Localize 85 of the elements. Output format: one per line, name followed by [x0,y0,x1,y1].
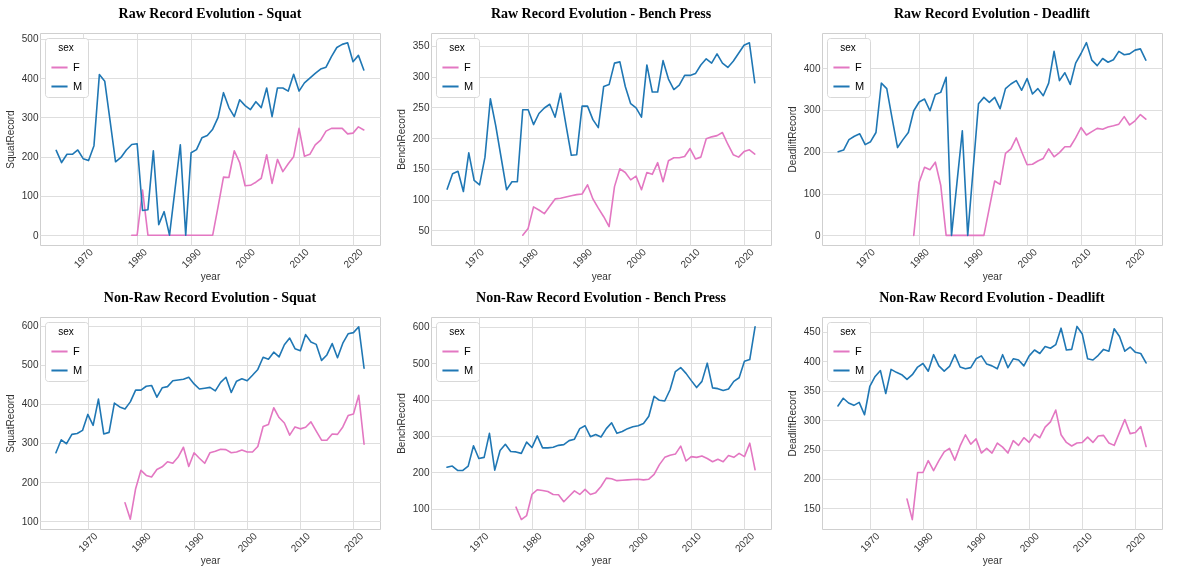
legend-label: M [855,79,865,92]
y-tick-label: 50 [418,224,430,236]
chart-title: Raw Record Evolution - Squat [118,6,302,21]
legend-title: sex [449,326,465,337]
y-tick-label: 350 [803,385,821,397]
y-axis-title: BenchRecord [395,109,407,170]
legend-label: M [855,363,865,376]
legend-title: sex [449,42,465,53]
y-tick-label: 200 [803,473,821,485]
chart-title: Raw Record Evolution - Deadlift [894,6,1091,21]
y-axis-title: BenchRecord [395,393,407,454]
y-axis-title: DeadliftRecord [786,390,798,457]
y-tick-label: 250 [803,444,821,455]
y-tick-label: 300 [803,104,821,116]
legend-label: M [73,79,83,92]
x-axis-title: year [200,270,221,282]
legend-label: F [464,344,471,357]
legend-label: M [464,363,474,376]
y-tick-label: 200 [412,466,430,478]
legend-label: F [855,60,862,73]
line-series [446,326,756,472]
y-tick-label: 400 [803,62,821,74]
chart-title: Non-Raw Record Evolution - Bench Press [476,290,727,305]
y-tick-label: 300 [412,71,430,83]
y-tick-label: 400 [803,355,821,367]
y-tick-label: 100 [412,503,430,515]
legend-label: M [73,363,83,376]
legend-title: sex [840,42,856,53]
y-tick-label: 150 [803,502,821,514]
y-tick-label: 450 [803,326,821,338]
y-tick-label: 500 [21,359,39,371]
line-series [130,126,365,236]
x-axis-title: year [591,270,612,282]
y-tick-label: 500 [21,33,39,45]
line-series [521,131,756,236]
legend-label: F [855,344,862,357]
line-series [515,442,756,521]
y-tick-label: 100 [21,190,39,202]
y-tick-label: 0 [32,229,39,241]
y-tick-label: 200 [803,146,821,158]
y-tick-label: 350 [412,40,430,52]
x-axis-title: year [982,554,1003,566]
y-tick-label: 150 [412,163,430,175]
x-axis-title: year [200,554,221,566]
y-tick-label: 500 [412,357,430,369]
legend-label: F [73,60,80,73]
chart-title: Non-Raw Record Evolution - Deadlift [879,290,1106,305]
x-axis-title: year [591,554,612,566]
legend-label: F [464,60,471,73]
legend-title: sex [58,42,74,53]
line-series [906,409,1147,521]
legend-label: F [73,344,80,357]
line-series [912,113,1147,237]
chart-title: Raw Record Evolution - Bench Press [490,6,712,21]
y-tick-label: 100 [803,188,821,200]
y-axis-title: SquatRecord [4,110,16,169]
legend-title: sex [840,326,856,337]
line-series [55,42,365,236]
line-series [55,325,365,454]
y-tick-label: 250 [412,101,430,113]
y-tick-label: 200 [412,132,430,144]
y-tick-label: 300 [803,414,821,426]
line-series [124,394,365,521]
y-tick-label: 400 [21,72,39,84]
y-tick-label: 200 [21,476,39,488]
y-tick-label: 600 [21,320,39,332]
line-series [446,42,756,193]
y-tick-label: 300 [21,111,39,123]
y-tick-label: 400 [412,394,430,406]
y-tick-label: 400 [21,398,39,410]
y-axis-title: DeadliftRecord [786,106,798,173]
y-tick-label: 0 [814,229,821,241]
y-axis-title: SquatRecord [4,394,16,453]
x-axis-title: year [982,270,1003,282]
line-series [837,41,1147,237]
y-tick-label: 200 [21,151,39,163]
chart-title: Non-Raw Record Evolution - Squat [103,290,317,305]
line-series [837,325,1147,416]
legend-title: sex [58,326,74,337]
y-tick-label: 100 [21,515,39,527]
y-tick-label: 100 [412,194,430,206]
y-tick-label: 600 [412,321,430,333]
y-tick-label: 300 [412,430,430,442]
legend-label: M [464,79,474,92]
y-tick-label: 300 [21,437,39,449]
